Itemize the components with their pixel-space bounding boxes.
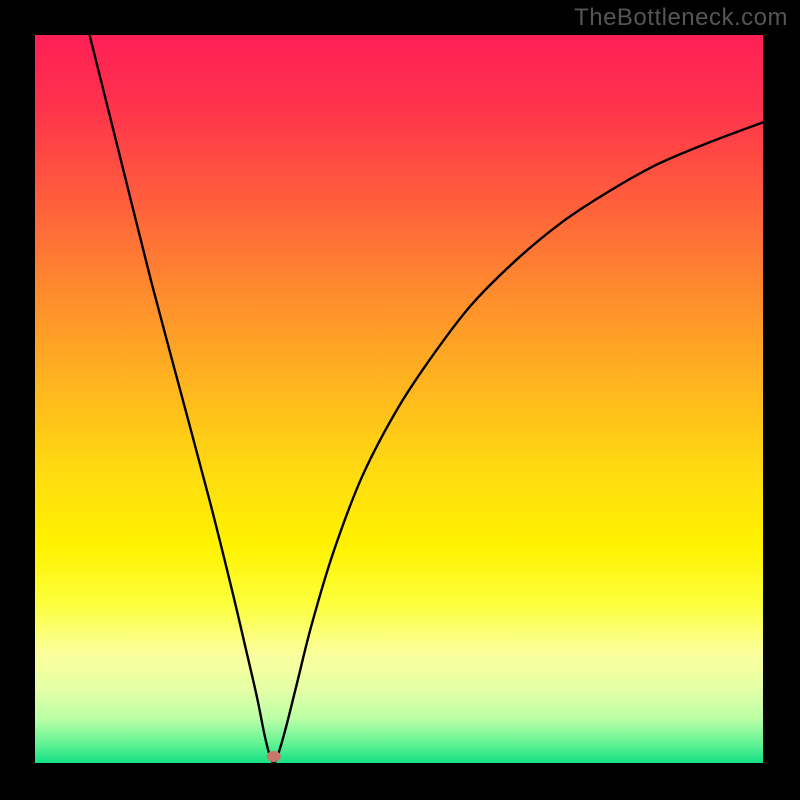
plot-background bbox=[35, 35, 763, 763]
chart-container: TheBottleneck.com bbox=[0, 0, 800, 800]
watermark-label: TheBottleneck.com bbox=[574, 4, 788, 32]
optimum-marker bbox=[267, 751, 281, 762]
bottleneck-chart bbox=[0, 0, 800, 800]
